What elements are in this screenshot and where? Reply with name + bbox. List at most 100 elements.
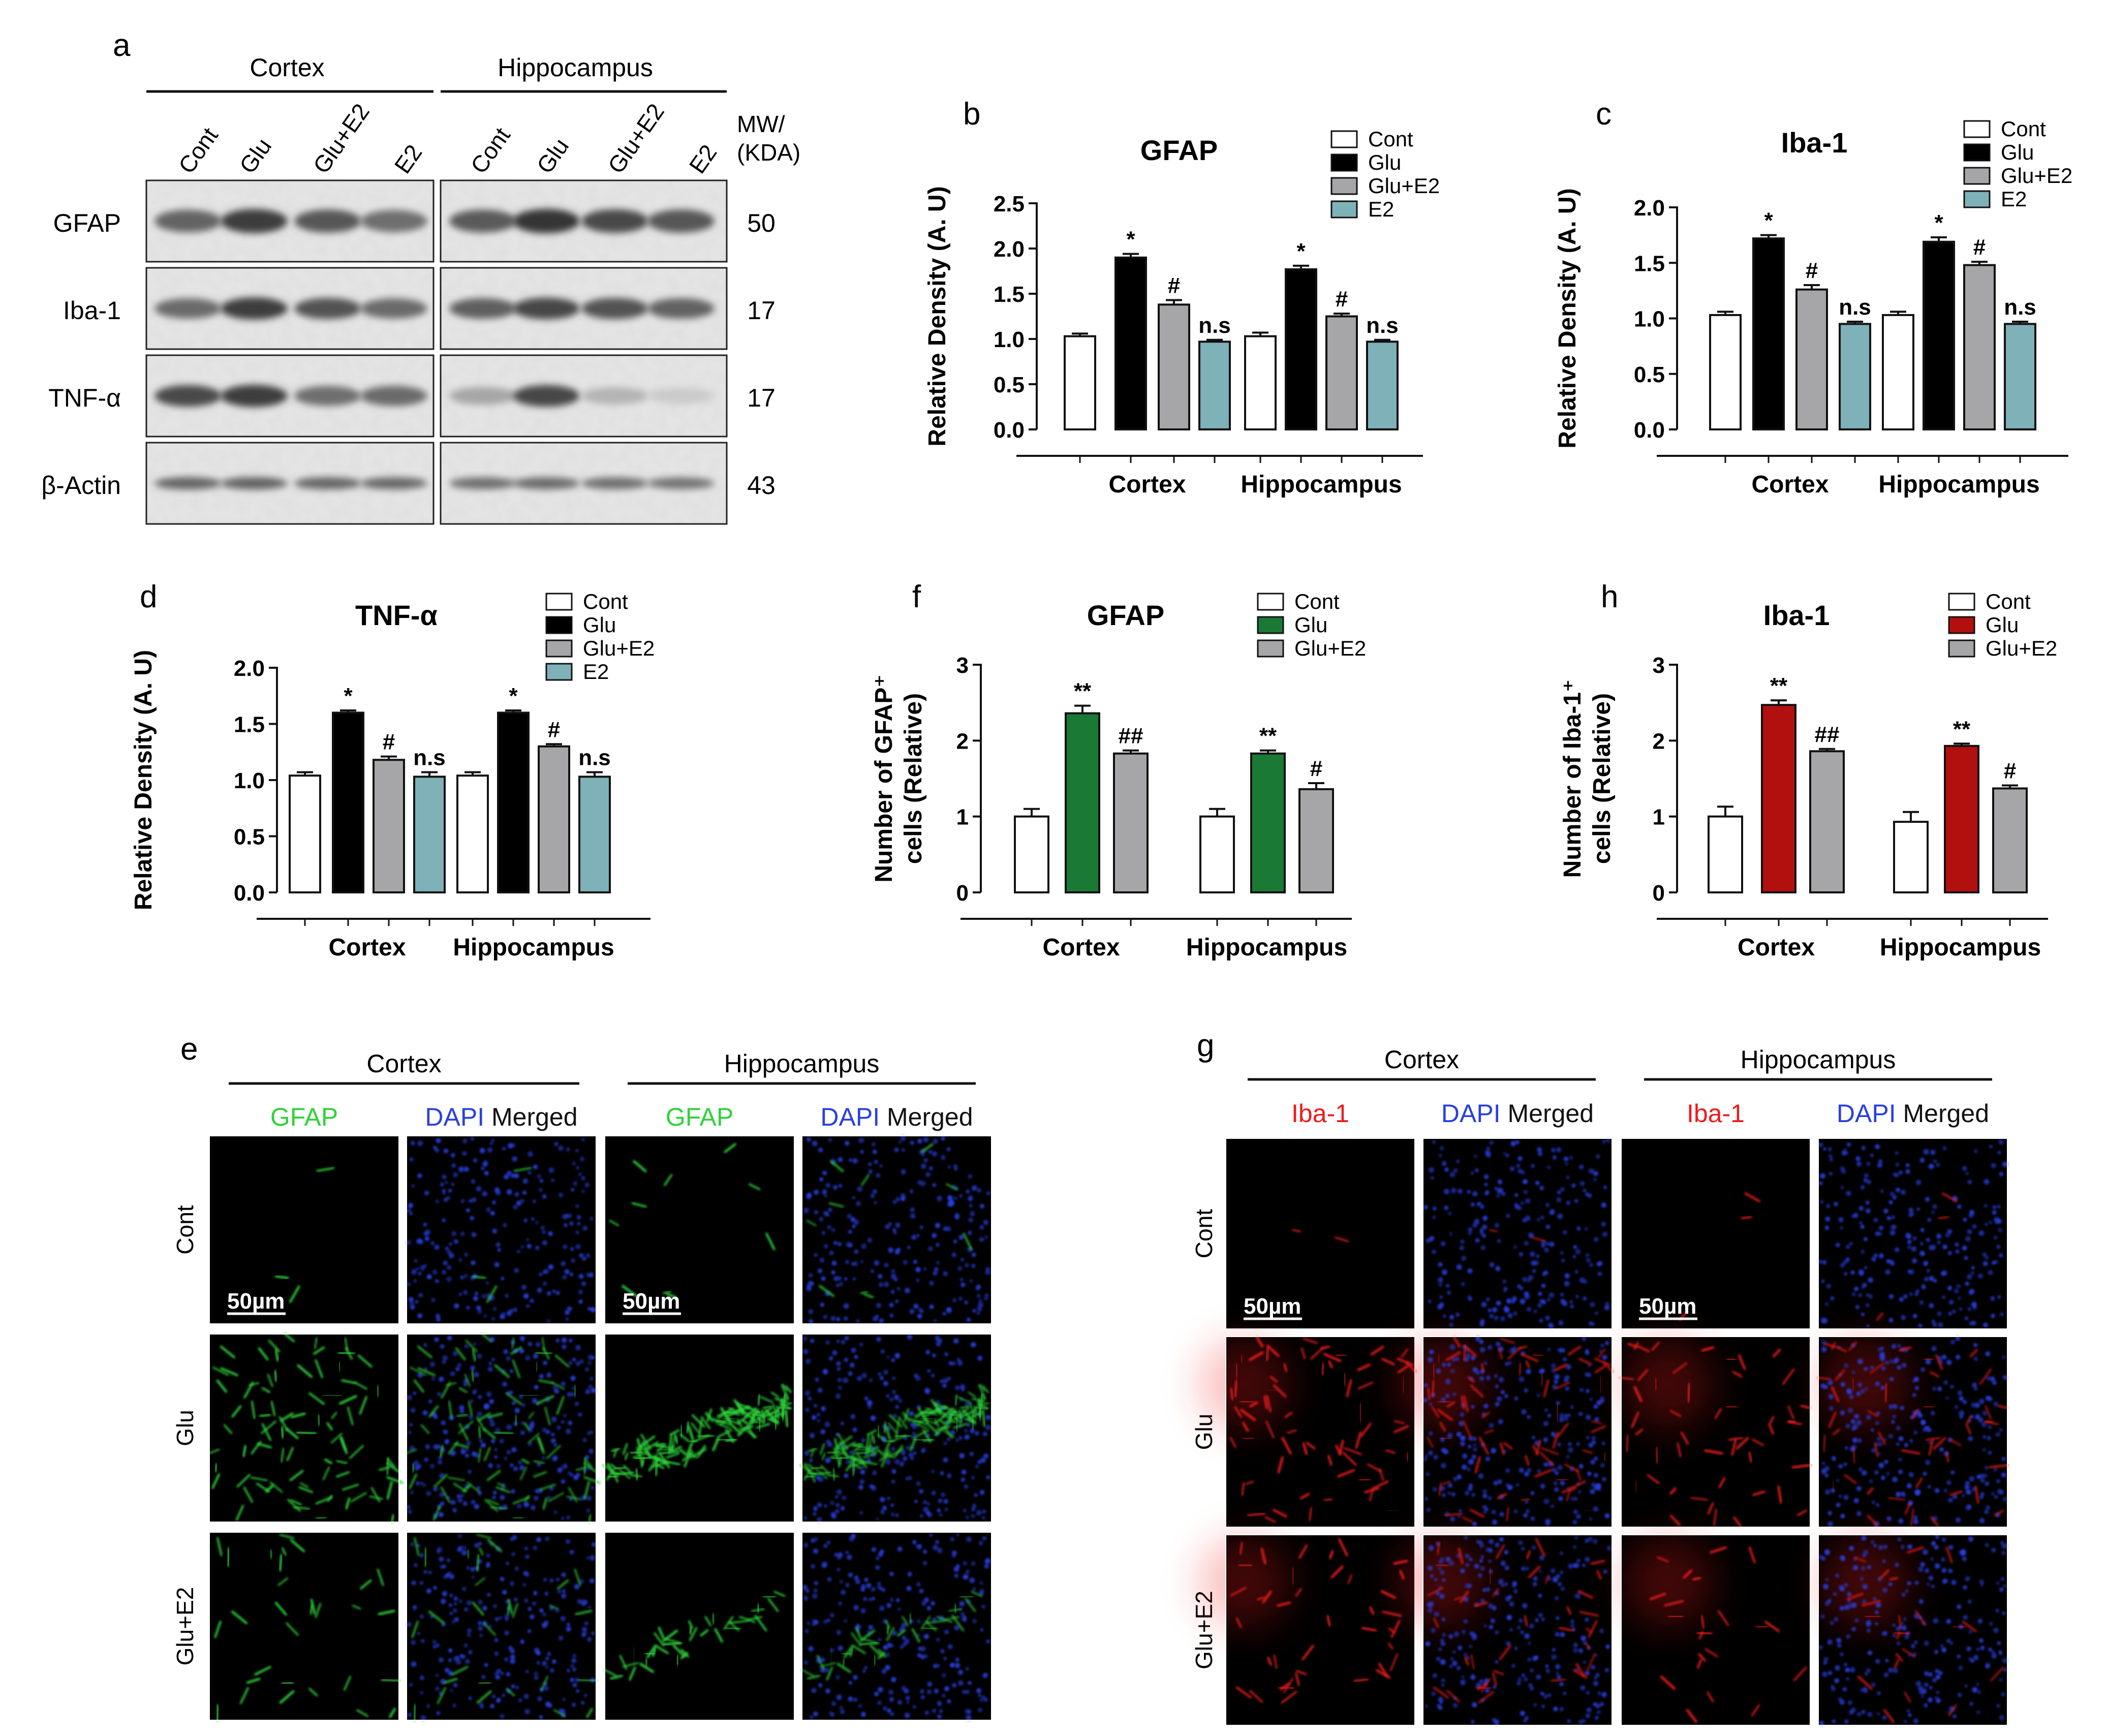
dapi-nucleus: [1979, 1638, 1984, 1643]
stained-cell: [980, 1393, 983, 1408]
dapi-nucleus: [836, 1283, 840, 1287]
dapi-nucleus: [1423, 1458, 1427, 1462]
dapi-nucleus: [1579, 1181, 1585, 1186]
dapi-nucleus: [1494, 1719, 1500, 1725]
dapi-nucleus: [1598, 1261, 1602, 1265]
dapi-nucleus: [1965, 1489, 1971, 1495]
dapi-nucleus: [1911, 1246, 1917, 1252]
dapi-nucleus: [1892, 1476, 1898, 1482]
dapi-nucleus: [1465, 1491, 1470, 1496]
dapi-nucleus: [455, 1367, 460, 1372]
dapi-nucleus: [2000, 1312, 2004, 1316]
dapi-nucleus: [572, 1654, 577, 1658]
dapi-nucleus: [805, 1589, 810, 1593]
dapi-nucleus: [937, 1700, 941, 1705]
dapi-nucleus: [496, 1464, 501, 1468]
dapi-nucleus: [1589, 1398, 1593, 1402]
dapi-nucleus: [1827, 1511, 1832, 1515]
dapi-nucleus: [526, 1238, 530, 1242]
dapi-nucleus: [2001, 1456, 2006, 1461]
stained-cell: [877, 1652, 886, 1660]
stained-cell: [978, 1405, 982, 1417]
stained-cell: [540, 1676, 548, 1691]
dapi-nucleus: [1551, 1148, 1556, 1153]
legend-label: Glu: [1986, 613, 2019, 637]
dapi-nucleus: [1453, 1477, 1458, 1481]
legend-label: Glu: [1294, 613, 1327, 637]
stained-cell: [1453, 1336, 1461, 1348]
stained-cell: [1752, 1490, 1765, 1496]
dapi-nucleus: [543, 1685, 549, 1691]
stain-column-header: Iba-1: [1291, 1099, 1349, 1128]
bar: [456, 774, 489, 894]
dapi-nucleus: [1521, 1546, 1525, 1551]
dapi-nucleus: [578, 1172, 582, 1176]
dapi-nucleus: [476, 1186, 482, 1192]
dapi-nucleus: [942, 1694, 945, 1697]
dapi-nucleus: [1956, 1284, 1961, 1289]
dapi-nucleus: [1501, 1192, 1506, 1196]
dapi-nucleus: [477, 1411, 482, 1417]
dapi-nucleus: [1519, 1468, 1524, 1473]
dapi-nucleus: [953, 1338, 959, 1344]
dapi-nucleus: [931, 1373, 935, 1378]
dapi-nucleus: [1424, 1454, 1429, 1459]
dapi-nucleus: [1468, 1436, 1473, 1441]
dapi-nucleus: [1457, 1432, 1462, 1437]
dapi-nucleus: [1928, 1697, 1933, 1702]
stained-cell: [668, 1461, 680, 1466]
dapi-nucleus: [1586, 1389, 1590, 1393]
dapi-nucleus: [953, 1239, 957, 1244]
legend-label: Cont: [583, 590, 628, 613]
dapi-nucleus: [1506, 1214, 1510, 1218]
dapi-nucleus: [509, 1463, 514, 1468]
dapi-nucleus: [1569, 1300, 1573, 1304]
stained-cell: [541, 1337, 545, 1351]
panel-letter-c: c: [1596, 97, 1612, 132]
stained-cell: [895, 1419, 900, 1439]
dapi-nucleus: [1509, 1348, 1515, 1354]
dapi-nucleus: [1994, 1235, 1998, 1239]
stained-cell: [865, 1461, 878, 1466]
stained-cell: [472, 1601, 484, 1616]
dapi-nucleus: [1953, 1714, 1957, 1719]
dapi-nucleus: [576, 1689, 579, 1693]
stained-cell: [298, 1486, 314, 1493]
dapi-nucleus: [1866, 1324, 1870, 1328]
legend-label: Cont: [2001, 117, 2046, 141]
dapi-nucleus: [1450, 1657, 1454, 1661]
dapi-nucleus: [876, 1303, 881, 1308]
dapi-nucleus: [964, 1300, 968, 1305]
stained-cell: [843, 1441, 856, 1450]
dapi-nucleus: [876, 1337, 881, 1342]
dapi-nucleus: [2001, 1692, 2005, 1696]
dapi-nucleus: [1472, 1191, 1478, 1197]
dapi-nucleus: [1923, 1471, 1927, 1476]
micrograph-row-label: Cont: [1191, 1209, 1217, 1258]
dapi-nucleus: [426, 1274, 432, 1280]
stained-cell: [913, 1422, 928, 1430]
stained-cell: [690, 1422, 700, 1434]
dapi-nucleus: [943, 1378, 948, 1384]
chart-title: GFAP: [1140, 134, 1218, 166]
dapi-nucleus: [561, 1261, 566, 1266]
stained-cell: [451, 1666, 469, 1676]
dapi-nucleus: [1428, 1565, 1433, 1571]
stained-cell: [1556, 1478, 1568, 1481]
stained-cell: [1427, 1387, 1431, 1401]
stained-cell: [411, 1620, 419, 1638]
dapi-nucleus: [1967, 1307, 1971, 1311]
dapi-nucleus: [966, 1715, 972, 1721]
dapi-nucleus: [1566, 1175, 1570, 1180]
stained-cell: [315, 1496, 333, 1505]
stained-cell: [1337, 1469, 1355, 1478]
stained-cell: [1874, 1442, 1879, 1458]
stained-cell: [1496, 1544, 1505, 1559]
stained-cell: [1834, 1345, 1847, 1353]
dapi-nucleus: [1526, 1369, 1531, 1374]
dapi-nucleus: [1923, 1149, 1929, 1155]
dapi-nucleus: [1908, 1472, 1914, 1477]
stained-cell: [475, 1577, 485, 1586]
dapi-nucleus: [1432, 1215, 1436, 1219]
stained-cell: [826, 1666, 833, 1681]
